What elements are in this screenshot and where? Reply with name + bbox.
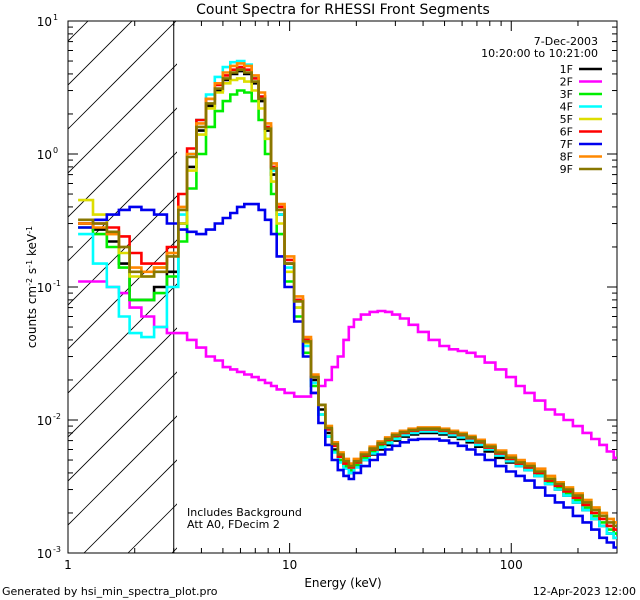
y-tick-label: 10 [37,148,52,162]
series-line-5F [78,77,617,524]
y-tick-exponent: -2 [53,412,61,421]
legend-label-3F: 3F [560,88,573,101]
hatch-line [68,21,89,42]
footer-timestamp: 12-Apr-2023 12:00 [533,585,636,598]
y-label-part-2: s [25,268,39,278]
x-tick-label: 100 [500,558,523,572]
series-group [78,59,617,549]
hatch-line [260,0,640,553]
y-label-exp-1: -2 [25,278,34,286]
legend-label-5F: 5F [560,113,573,126]
y-tick-label: 10 [37,414,52,428]
legend-label-2F: 2F [560,76,573,89]
hatch-line [68,63,177,174]
y-label-part-1: counts cm [25,286,39,348]
y-tick-exponent: -1 [53,279,61,288]
legend-label-6F: 6F [560,126,573,139]
y-tick-exponent: 0 [53,146,58,155]
y-tick-exponent: 1 [53,13,58,22]
y-tick-label: 10 [37,281,52,295]
footer-generated-by: Generated by hsi_min_spectra_plot.pro [2,585,218,598]
legend-label-7F: 7F [560,138,573,151]
legend-label-4F: 4F [560,101,573,114]
series-line-8F [78,62,617,524]
annotation-background: Includes Background [187,506,302,519]
hatch-line [68,21,177,130]
annotation-attenuator: Att A0, FDecim 2 [187,518,280,531]
series-line-7F [78,202,617,549]
legend-label-9F: 9F [560,163,573,176]
chart-title: Count Spectra for RHESSI Front Segments [196,2,490,18]
series-line-9F [78,68,617,528]
annotation-time-range: 10:20:00 to 10:21:00 [481,47,598,60]
hatch-line [68,195,177,306]
legend-label-1F: 1F [560,63,573,76]
y-label-exp-3: -1 [25,226,34,234]
y-label-exp-2: -1 [25,260,34,268]
x-tick-label: 1 [64,558,72,572]
hatch-line [68,415,177,526]
x-axis-label: Energy (keV) [304,576,381,590]
x-tick-label: 10 [282,558,297,572]
y-tick-exponent: -3 [53,545,61,554]
y-label-part-3: keV [25,233,39,260]
series-line-2F [78,280,617,460]
y-tick-label: 10 [37,547,52,561]
hatch-line [0,0,28,553]
annotation-date: 7-Dec-2003 [534,35,598,48]
hatch-line [68,371,177,482]
y-tick-label: 10 [37,15,52,29]
hatch-line [216,0,640,553]
legend-label-8F: 8F [560,151,573,164]
y-axis-label: counts cm-2 s-1 keV-1 [25,226,40,348]
